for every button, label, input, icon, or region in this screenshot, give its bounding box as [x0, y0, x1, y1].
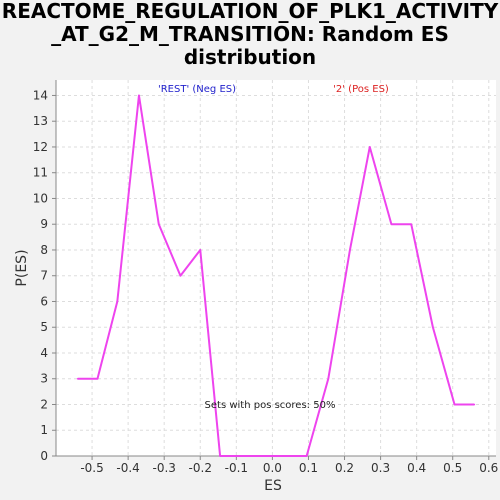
data-point-1 — [96, 377, 99, 380]
x-tick-label-5: 0.0 — [263, 461, 282, 475]
data-point-8 — [239, 455, 241, 457]
x-tick-label-9: 0.4 — [407, 461, 426, 475]
y-tick-label-0: 0 — [40, 449, 48, 463]
data-point-16 — [410, 223, 413, 226]
y-tick-label-14: 14 — [33, 88, 48, 102]
data-point-4 — [157, 223, 160, 226]
x-tick-label-4: -0.1 — [225, 461, 248, 475]
x-tick-label-1: -0.4 — [116, 461, 139, 475]
x-tick-label-2: -0.3 — [152, 461, 175, 475]
data-point-0 — [76, 377, 79, 380]
y-tick-label-5: 5 — [40, 320, 48, 334]
data-point-10 — [282, 455, 285, 457]
legend-neg-es: 'REST' (Neg ES) — [158, 84, 236, 95]
data-point-3 — [138, 94, 140, 97]
data-point-13 — [349, 249, 351, 251]
series-layer — [76, 94, 476, 457]
y-tick-label-7: 7 — [40, 269, 48, 283]
y-tick-label-1: 1 — [40, 423, 48, 437]
data-point-18 — [453, 403, 456, 406]
y-tick-label-10: 10 — [33, 191, 48, 205]
y-tick-label-3: 3 — [40, 372, 48, 386]
x-axis-label: ES — [264, 478, 282, 494]
y-tick-label-12: 12 — [33, 140, 48, 154]
data-point-15 — [390, 223, 393, 226]
data-point-17 — [432, 326, 434, 329]
y-tick-label-11: 11 — [33, 166, 48, 180]
data-point-5 — [179, 274, 182, 277]
grid-lines — [56, 80, 496, 457]
y-tick-label-2: 2 — [40, 397, 48, 411]
data-point-9 — [260, 455, 263, 457]
y-tick-label-8: 8 — [40, 243, 48, 257]
x-tick-label-10: 0.5 — [443, 461, 462, 475]
chart-title-line-3: distribution — [183, 45, 317, 69]
data-point-7 — [219, 455, 221, 457]
x-tick-label-0: -0.5 — [80, 461, 103, 475]
data-point-6 — [199, 249, 202, 251]
pos-scores-annotation: Sets with pos scores: 50% — [205, 400, 336, 411]
data-point-11 — [305, 455, 308, 457]
data-point-2 — [116, 300, 119, 303]
x-tick-label-6: 0.1 — [299, 461, 318, 475]
x-ticks: -0.5 -0.4 -0.3 -0.2 -0.1 0.0 0.1 0.2 0.3 0.4 0.5 0.… — [80, 456, 498, 475]
chart-title-line-2: _AT_G2_M_TRANSITION: Random ES — [51, 22, 449, 46]
data-point-19 — [473, 403, 476, 406]
x-tick-label-8: 0.3 — [371, 461, 390, 475]
x-tick-label-7: 0.2 — [335, 461, 354, 475]
data-point-12 — [327, 377, 330, 380]
y-axis-label: P(ES) — [14, 249, 30, 286]
y-tick-label-13: 13 — [33, 114, 48, 128]
chart-title-line-1: REACTOME_REGULATION_OF_PLK1_ACTIVITY — [1, 0, 499, 23]
data-point-14 — [368, 146, 371, 148]
y-tick-label-4: 4 — [40, 346, 48, 360]
chart-title: REACTOME_REGULATION_OF_PLK1_ACTIVITY _AT… — [0, 0, 500, 69]
y-tick-label-9: 9 — [40, 217, 48, 231]
y-tick-label-6: 6 — [40, 294, 48, 308]
series-line-0 — [77, 94, 475, 457]
legend-pos-es: '2' (Pos ES) — [333, 84, 389, 95]
x-tick-label-11: 0.6 — [479, 461, 498, 475]
x-tick-label-3: -0.2 — [189, 461, 212, 475]
plot-area — [56, 80, 496, 456]
